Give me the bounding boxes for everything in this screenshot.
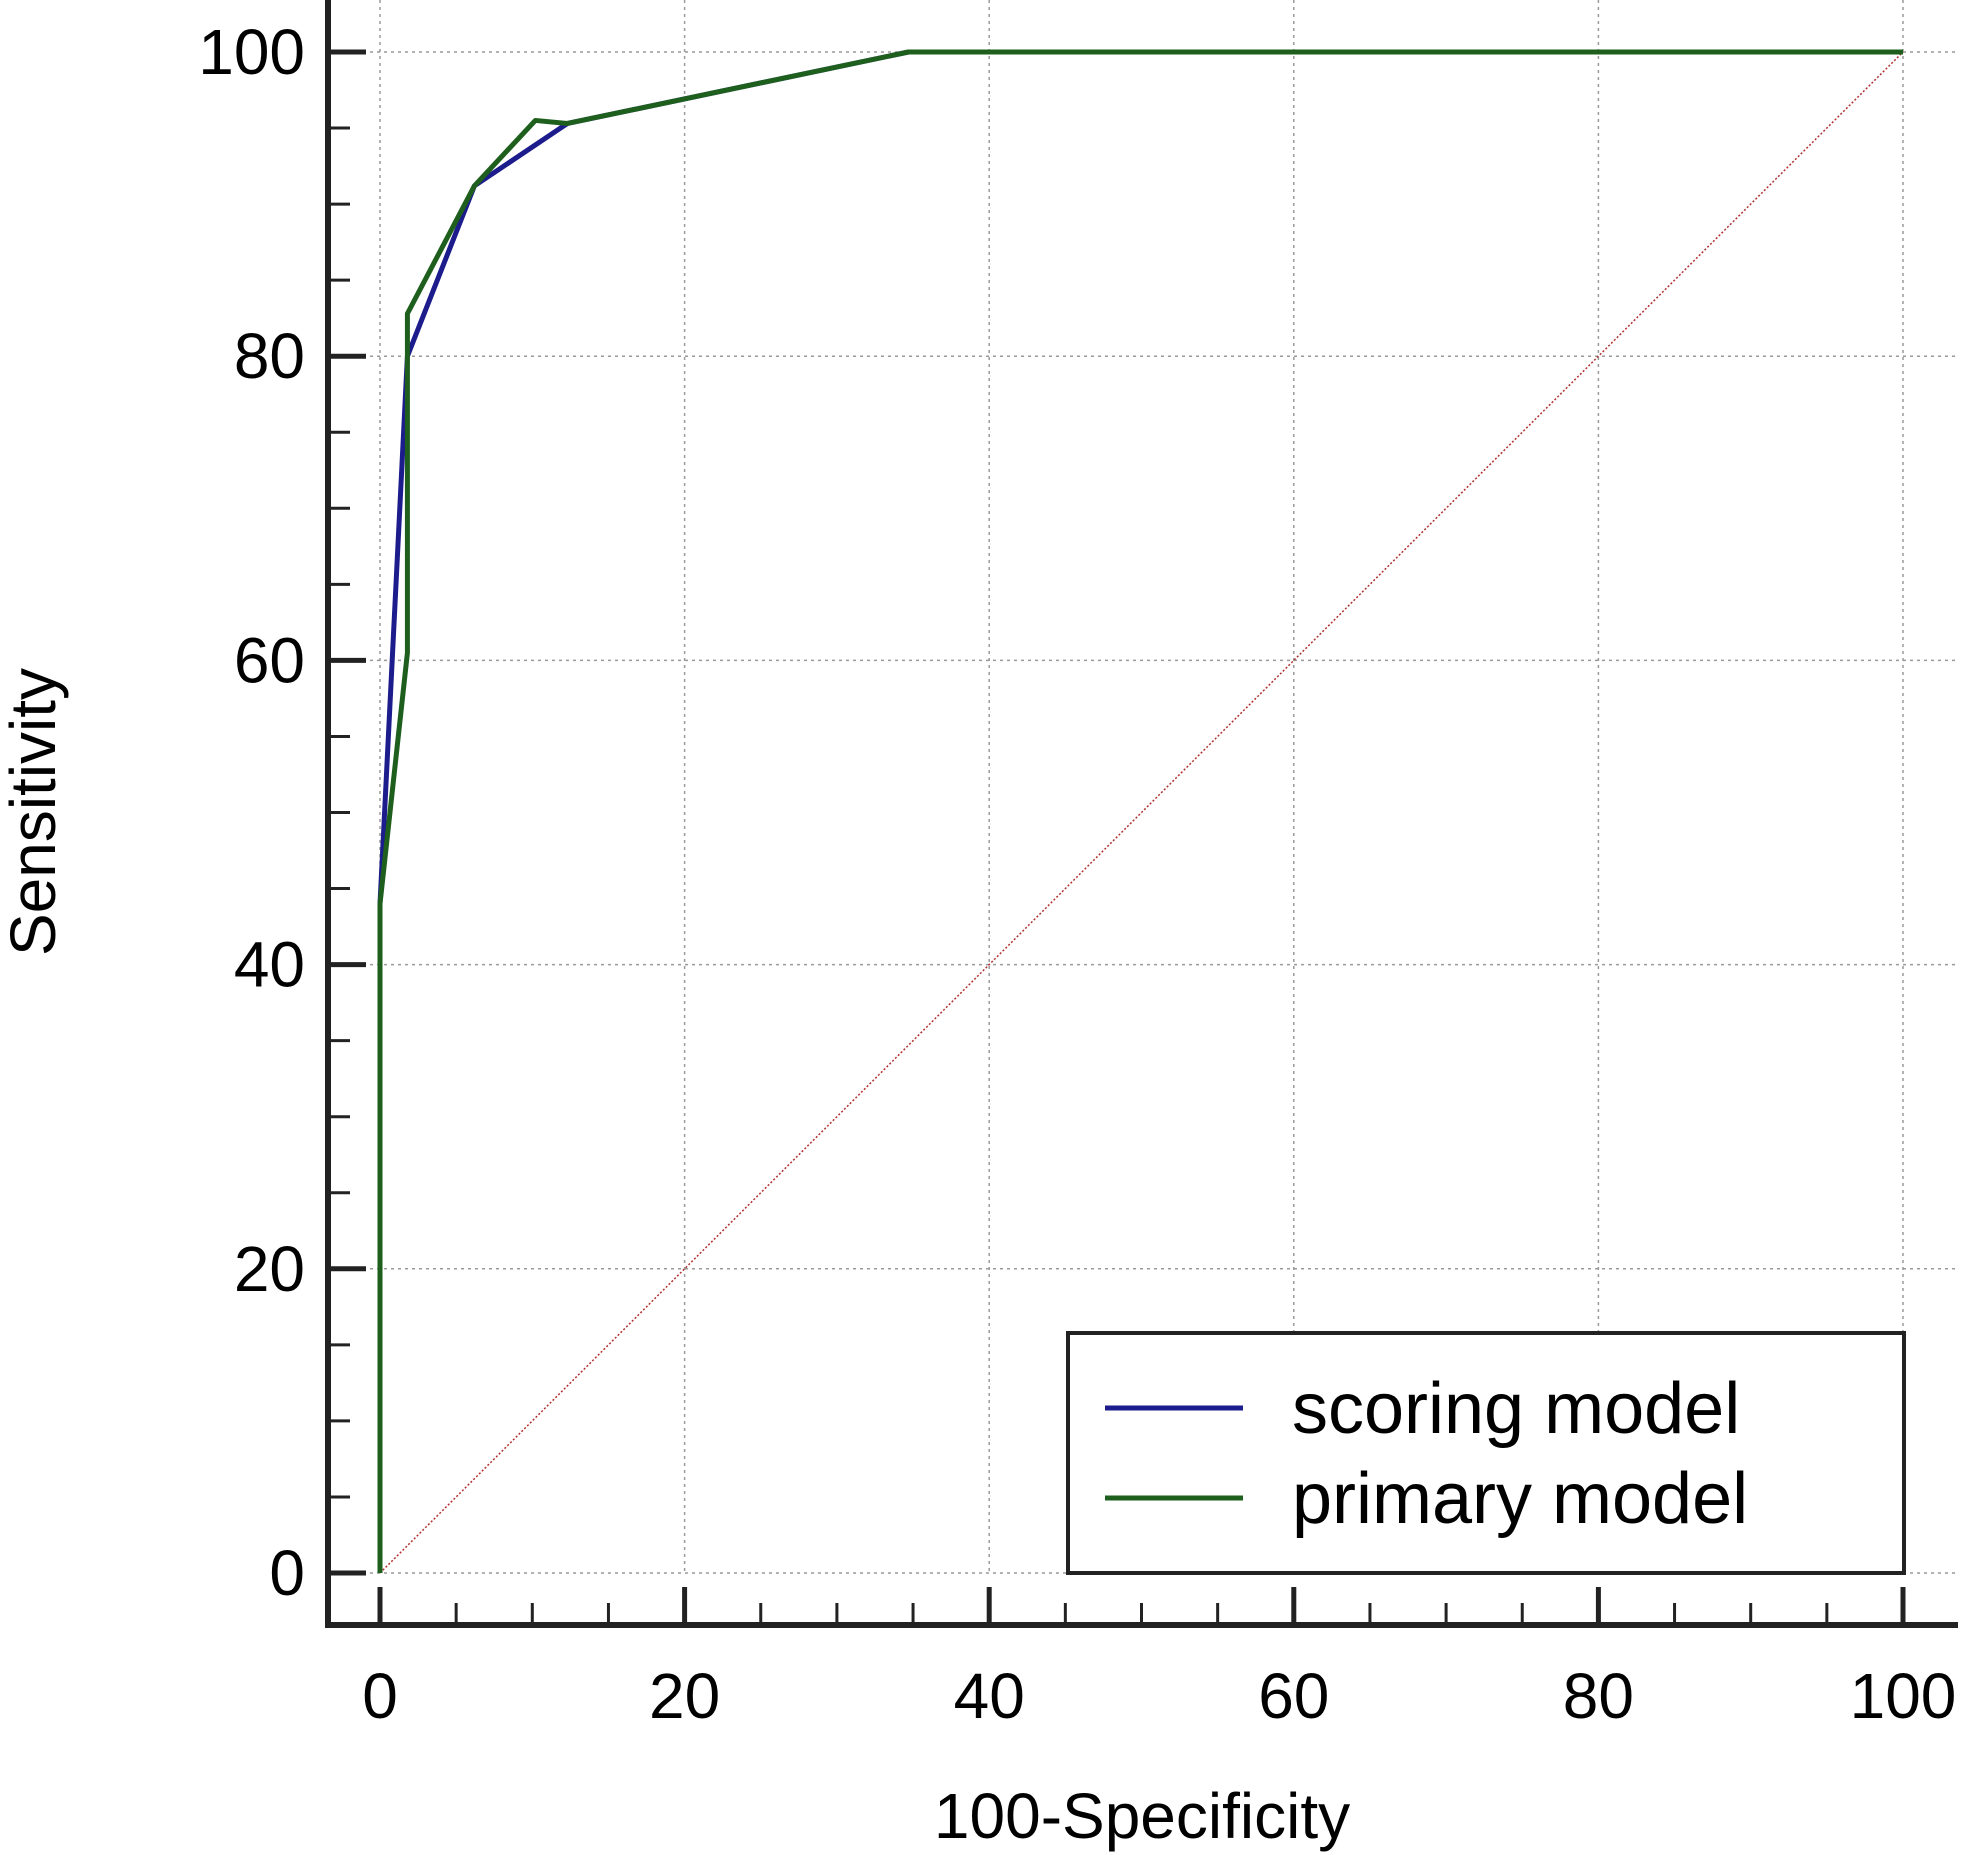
y-tick-label-60: 60 <box>234 624 305 696</box>
x-tick-label-100: 100 <box>1850 1660 1957 1732</box>
y-tick-label-40: 40 <box>234 929 305 1001</box>
y-tick-label-80: 80 <box>234 320 305 392</box>
x-tick-label-20: 20 <box>649 1660 720 1732</box>
tick-labels: 0 20 40 60 80 100 0 20 40 60 80 100 <box>198 16 1956 1732</box>
reference-line <box>379 51 1904 1574</box>
legend-label-scoring-model: scoring model <box>1292 1369 1740 1449</box>
x-tick-label-80: 80 <box>1563 1660 1634 1732</box>
series-line-primary-model <box>377 49 1903 1573</box>
legend-box <box>1066 1331 1906 1575</box>
x-axis-title: 100-Specificity <box>934 1780 1350 1852</box>
minor-ticks <box>328 49 1906 1625</box>
y-tick-label-0: 0 <box>269 1537 305 1609</box>
legend: scoring model primary model <box>1066 1331 1906 1575</box>
series <box>377 49 1903 1573</box>
x-tick-label-0: 0 <box>362 1660 398 1732</box>
y-tick-label-20: 20 <box>234 1233 305 1305</box>
axes <box>325 0 1958 1628</box>
y-tick-label-100: 100 <box>198 16 305 88</box>
legend-label-primary-model: primary model <box>1292 1459 1748 1539</box>
y-axis-title: Sensitivity <box>0 668 69 956</box>
x-tick-label-40: 40 <box>954 1660 1025 1732</box>
x-tick-label-60: 60 <box>1258 1660 1329 1732</box>
reference-diagonal-line <box>379 51 1904 1574</box>
